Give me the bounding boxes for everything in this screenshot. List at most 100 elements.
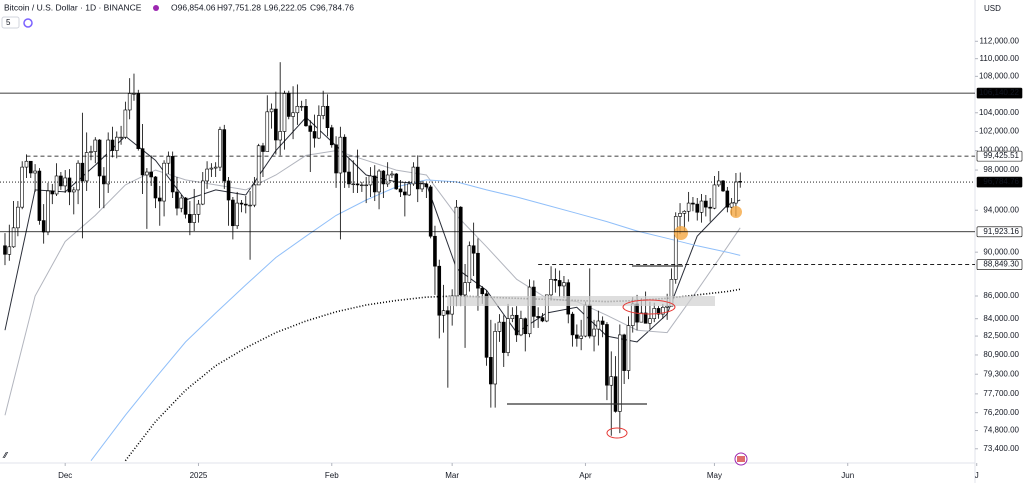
- candle-body: [458, 206, 463, 296]
- price-label-box: [976, 150, 1023, 162]
- candle-body: [325, 105, 330, 129]
- indicator-count[interactable]: 5: [6, 18, 11, 27]
- candle-body: [67, 177, 72, 193]
- candle-body: [686, 202, 691, 212]
- candle-body: [347, 171, 351, 185]
- candle-body: [579, 335, 583, 339]
- highlight-ellipse: [622, 299, 676, 315]
- candle-body: [596, 320, 601, 330]
- y-tick-label: 73,400.00: [983, 444, 1019, 453]
- candle-body: [157, 197, 162, 202]
- candle-body: [471, 245, 476, 254]
- price-label-box: [976, 87, 1023, 99]
- candle-body: [553, 279, 558, 281]
- candle-body: [372, 175, 377, 193]
- candle-body: [166, 156, 171, 164]
- highlight-band: [447, 296, 715, 306]
- highlight-dot: [730, 206, 742, 218]
- candle-body: [639, 312, 644, 323]
- candle-body: [609, 376, 614, 386]
- plot-area: [3, 62, 743, 462]
- candle-body: [600, 320, 605, 325]
- price-label-box: [976, 176, 1023, 188]
- candle-body: [493, 331, 497, 385]
- candle-body: [291, 112, 295, 117]
- y-tick-label: 80,900.00: [983, 350, 1019, 359]
- indicator-toggle[interactable]: [1, 16, 20, 29]
- candle-body: [239, 202, 244, 205]
- candle-body: [734, 181, 738, 204]
- y-tick-label: 86,000.00: [983, 291, 1019, 300]
- price-label-box: [976, 226, 1023, 238]
- candle-body: [59, 175, 63, 187]
- candle-body: [428, 186, 433, 237]
- candle-body: [712, 184, 717, 209]
- candle-body: [50, 190, 55, 195]
- candle-body: [28, 160, 33, 174]
- event-icon: [737, 456, 745, 462]
- y-tick-label: 82,500.00: [983, 331, 1019, 340]
- candle-body: [691, 202, 695, 205]
- candle-body: [41, 220, 46, 233]
- candle-body: [661, 306, 665, 315]
- ma-line: [90, 179, 741, 462]
- y-tick-label: 76,200.00: [983, 408, 1019, 417]
- candle-body: [3, 245, 7, 255]
- currency[interactable]: USD: [984, 4, 1001, 13]
- candle-body: [536, 316, 540, 318]
- candle-body: [97, 139, 102, 177]
- candle-body: [102, 175, 106, 185]
- x-tick-label: 2025: [190, 471, 208, 480]
- candle-body: [265, 111, 270, 152]
- candle-body: [278, 131, 282, 141]
- candle-body: [630, 303, 635, 326]
- y-tick-label: 100,000.00: [979, 146, 1020, 155]
- y-tick-label: 74,800.00: [983, 426, 1019, 435]
- price-label: 99,425.51: [983, 151, 1019, 160]
- y-tick-label: 77,700.00: [983, 389, 1019, 398]
- candle-body: [454, 206, 459, 297]
- candle-body: [16, 206, 20, 229]
- candle-body: [721, 180, 725, 192]
- candle-body: [390, 173, 394, 176]
- candle-body: [716, 180, 721, 186]
- price-label: 96,784.76: [983, 177, 1019, 186]
- candle-body: [183, 197, 188, 215]
- candle-body: [226, 180, 231, 201]
- ma-line: [4, 116, 741, 343]
- candle-body: [11, 227, 16, 248]
- candle-body: [394, 173, 399, 190]
- candle-body: [222, 129, 227, 182]
- candle-body: [708, 206, 712, 209]
- candle-body: [549, 279, 553, 296]
- candle-body: [510, 314, 515, 319]
- x-tick-label: May: [707, 471, 722, 480]
- high-label: H97,751.28: [217, 2, 261, 12]
- candle-body: [433, 235, 437, 267]
- candle-body: [613, 376, 618, 412]
- candle-body: [415, 166, 420, 190]
- low-label: L96,222.05: [264, 2, 307, 12]
- highlight-ellipse: [606, 427, 628, 439]
- candle-body: [489, 357, 493, 385]
- candle-body: [605, 324, 609, 386]
- x-tick-label: Mar: [445, 471, 459, 480]
- candle-body: [213, 166, 218, 169]
- candle-body: [626, 325, 631, 371]
- icon: [153, 5, 159, 11]
- candle-body: [665, 305, 669, 308]
- candle-body: [256, 145, 261, 186]
- candle-body: [519, 318, 523, 336]
- candle-body: [149, 171, 153, 178]
- candle-body: [54, 175, 59, 195]
- candle-body: [205, 168, 209, 182]
- candle-body: [7, 246, 12, 255]
- candle-body: [420, 183, 424, 190]
- candle-body: [476, 252, 480, 289]
- candle-body: [592, 328, 596, 337]
- candle-body: [557, 280, 562, 287]
- candle-body: [274, 108, 278, 141]
- candle-body: [20, 166, 24, 208]
- candle-body: [656, 308, 661, 315]
- open-label: O96,854.06: [171, 2, 216, 12]
